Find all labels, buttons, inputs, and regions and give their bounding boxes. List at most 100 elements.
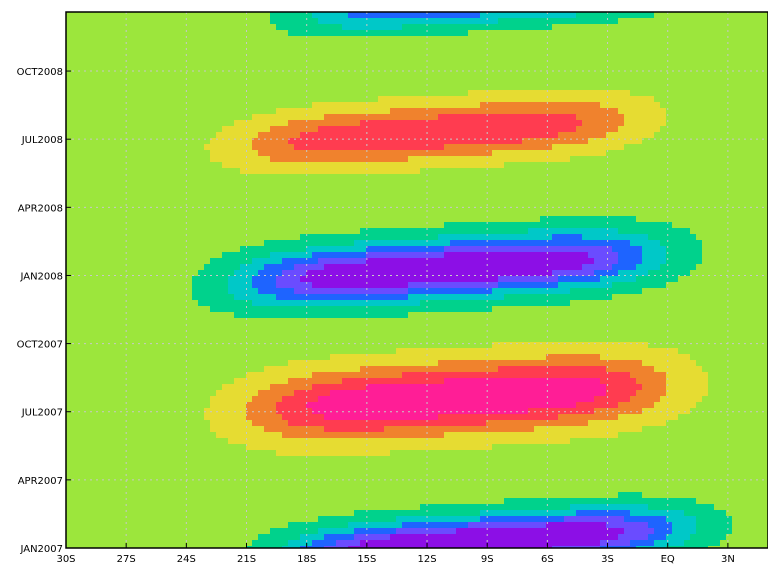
contour-cell [84,78,91,85]
contour-cell [492,108,499,115]
contour-cell [756,108,763,115]
contour-cell [444,198,451,205]
contour-cell [636,204,643,211]
contour-cell [564,156,571,163]
contour-cell [756,216,763,223]
contour-cell [528,150,535,157]
contour-cell [348,246,355,253]
contour-cell [660,108,667,115]
contour-cell [714,66,721,73]
contour-cell [420,126,427,133]
contour-cell [438,246,445,253]
contour-cell [546,198,553,205]
contour-cell [600,126,607,133]
contour-cell [342,30,349,37]
contour-cell [174,48,181,55]
contour-cell [630,90,637,97]
contour-cell [528,216,535,223]
contour-cell [618,24,625,31]
contour-cell [330,48,337,55]
contour-cell [486,174,493,181]
contour-cell [102,252,109,259]
contour-cell [732,102,739,109]
contour-cell [198,264,205,271]
contour-cell [678,12,685,19]
contour-cell [372,150,379,157]
contour-cell [684,258,691,265]
contour-cell [702,102,709,109]
contour-cell [66,90,73,97]
contour-cell [84,72,91,79]
contour-cell [582,192,589,199]
contour-cell [444,240,451,247]
contour-cell [474,96,481,103]
contour-cell [162,138,169,145]
contour-cell [624,96,631,103]
contour-cell [204,174,211,181]
contour-cell [186,192,193,199]
contour-cell [96,12,103,19]
contour-cell [150,234,157,241]
contour-cell [666,132,673,139]
contour-cell [258,36,265,43]
contour-cell [624,228,631,235]
contour-cell [324,186,331,193]
contour-cell [552,150,559,157]
contour-cell [486,210,493,217]
contour-cell [90,186,97,193]
contour-cell [270,168,277,175]
contour-cell [324,174,331,181]
contour-cell [252,168,259,175]
contour-cell [606,60,613,67]
contour-cell [570,96,577,103]
contour-cell [120,156,127,163]
contour-cell [438,12,445,19]
contour-cell [126,48,133,55]
contour-cell [300,144,307,151]
contour-cell [234,84,241,91]
contour-cell [444,186,451,193]
contour-cell [690,120,697,127]
contour-cell [744,42,751,49]
contour-cell [360,174,367,181]
contour-cell [372,132,379,139]
contour-cell [582,54,589,61]
contour-cell [540,48,547,55]
contour-cell [660,126,667,133]
contour-cell [654,162,661,169]
contour-cell [162,144,169,151]
contour-cell [96,222,103,229]
contour-cell [702,24,709,31]
contour-cell [198,240,205,247]
contour-cell [600,162,607,169]
contour-cell [708,30,715,37]
contour-cell [672,204,679,211]
contour-cell [612,12,619,19]
contour-cell [552,12,559,19]
contour-cell [288,240,295,247]
contour-cell [132,174,139,181]
contour-cell [624,120,631,127]
contour-cell [468,246,475,253]
contour-cell [204,54,211,61]
contour-cell [222,42,229,49]
contour-cell [300,174,307,181]
contour-cell [750,12,757,19]
contour-cell [420,258,427,265]
contour-cell [306,60,313,67]
contour-cell [684,72,691,79]
contour-cell [282,96,289,103]
contour-cell [564,186,571,193]
contour-cell [420,42,427,49]
contour-cell [282,192,289,199]
contour-cell [672,240,679,247]
contour-cell [546,78,553,85]
contour-cell [342,192,349,199]
contour-cell [336,96,343,103]
contour-cell [762,84,768,91]
contour-cell [216,102,223,109]
contour-cell [114,216,121,223]
contour-cell [108,108,115,115]
contour-cell [546,180,553,187]
contour-cell [294,48,301,55]
